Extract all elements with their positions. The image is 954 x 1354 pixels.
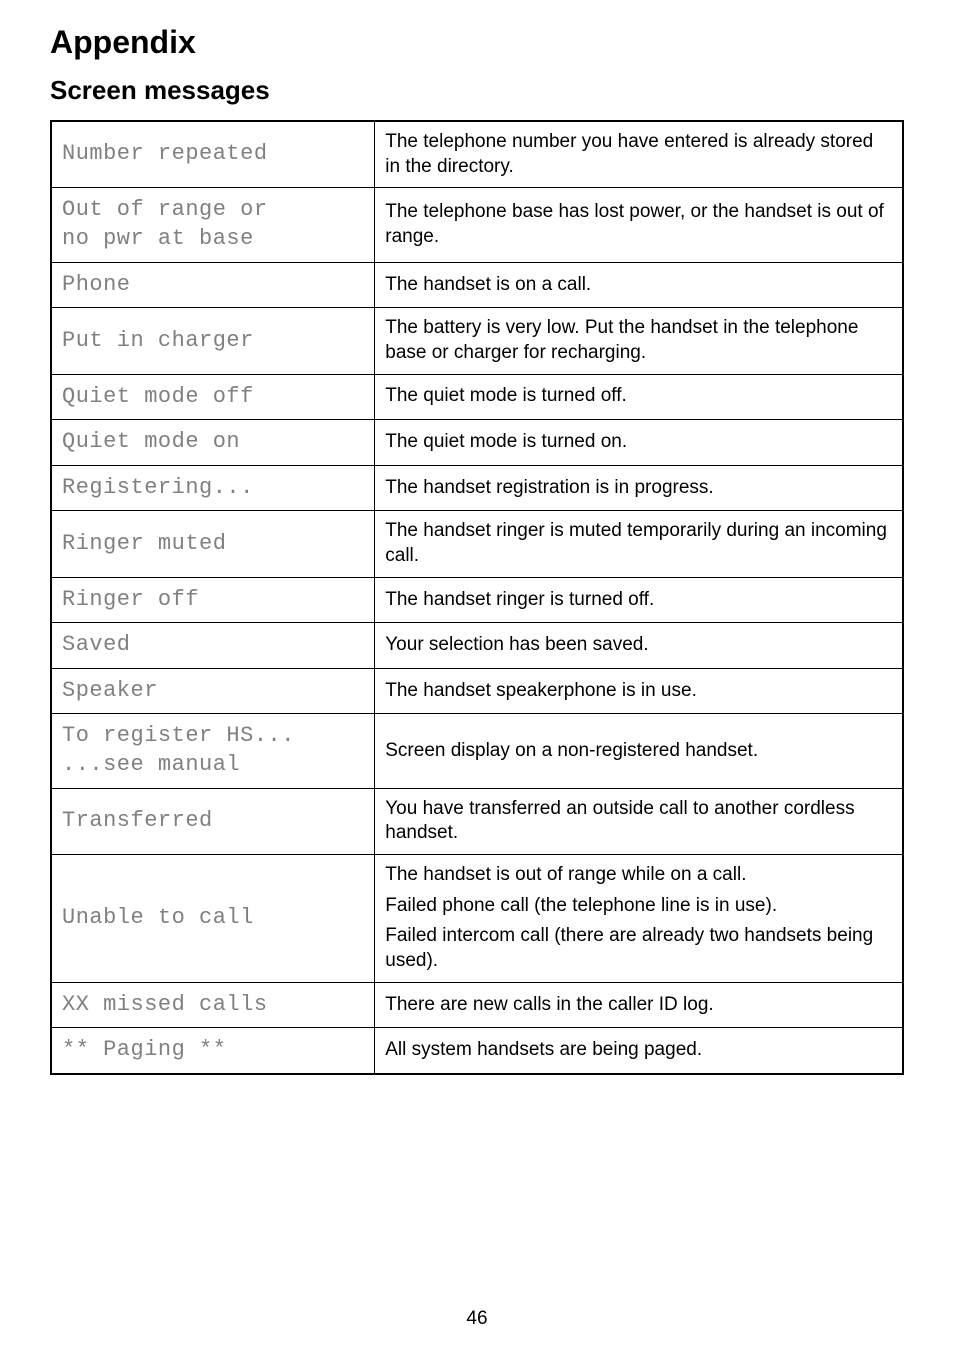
messages-table: Number repeatedThe telephone number you … xyxy=(50,120,904,1075)
page-subtitle: Screen messages xyxy=(50,75,904,106)
message-description: The telephone base has lost power, or th… xyxy=(375,188,903,262)
messages-tbody: Number repeatedThe telephone number you … xyxy=(51,121,903,1074)
message-description: There are new calls in the caller ID log… xyxy=(375,982,903,1028)
screen-message: Out of range or no pwr at base xyxy=(51,188,375,262)
table-row: TransferredYou have transferred an outsi… xyxy=(51,788,903,854)
screen-message: Put in charger xyxy=(51,308,375,374)
page-number: 46 xyxy=(0,1308,954,1330)
screen-message: XX missed calls xyxy=(51,982,375,1028)
message-description: The telephone number you have entered is… xyxy=(375,121,903,188)
message-description: The handset speakerphone is in use. xyxy=(375,668,903,714)
message-description: The handset ringer is turned off. xyxy=(375,577,903,623)
message-description: Your selection has been saved. xyxy=(375,623,903,669)
table-row: Ringer mutedThe handset ringer is muted … xyxy=(51,511,903,577)
table-row: Put in chargerThe battery is very low. P… xyxy=(51,308,903,374)
screen-message: Registering... xyxy=(51,465,375,511)
message-description: The handset registration is in progress. xyxy=(375,465,903,511)
screen-message: Quiet mode on xyxy=(51,420,375,466)
screen-message: Transferred xyxy=(51,788,375,854)
table-row: XX missed callsThere are new calls in th… xyxy=(51,982,903,1028)
screen-message: ** Paging ** xyxy=(51,1028,375,1074)
message-description: The handset is out of range while on a c… xyxy=(375,855,903,983)
screen-message: Quiet mode off xyxy=(51,374,375,420)
screen-message: Speaker xyxy=(51,668,375,714)
table-row: PhoneThe handset is on a call. xyxy=(51,262,903,308)
table-row: Out of range or no pwr at baseThe teleph… xyxy=(51,188,903,262)
message-description: The handset is on a call. xyxy=(375,262,903,308)
page: Appendix Screen messages Number repeated… xyxy=(0,0,954,1354)
table-row: Quiet mode offThe quiet mode is turned o… xyxy=(51,374,903,420)
table-row: Number repeatedThe telephone number you … xyxy=(51,121,903,188)
table-row: Registering...The handset registration i… xyxy=(51,465,903,511)
table-row: SavedYour selection has been saved. xyxy=(51,623,903,669)
page-title: Appendix xyxy=(50,24,904,61)
table-row: Ringer offThe handset ringer is turned o… xyxy=(51,577,903,623)
message-description: The handset ringer is muted temporarily … xyxy=(375,511,903,577)
screen-message: Number repeated xyxy=(51,121,375,188)
message-description: The quiet mode is turned on. xyxy=(375,420,903,466)
message-description: All system handsets are being paged. xyxy=(375,1028,903,1074)
screen-message: To register HS... ...see manual xyxy=(51,714,375,788)
table-row: Quiet mode onThe quiet mode is turned on… xyxy=(51,420,903,466)
message-description: The battery is very low. Put the handset… xyxy=(375,308,903,374)
screen-message: Ringer muted xyxy=(51,511,375,577)
screen-message: Phone xyxy=(51,262,375,308)
screen-message: Unable to call xyxy=(51,855,375,983)
message-description: Screen display on a non-registered hands… xyxy=(375,714,903,788)
table-row: SpeakerThe handset speakerphone is in us… xyxy=(51,668,903,714)
table-row: ** Paging **All system handsets are bein… xyxy=(51,1028,903,1074)
message-description: The quiet mode is turned off. xyxy=(375,374,903,420)
screen-message: Ringer off xyxy=(51,577,375,623)
screen-message: Saved xyxy=(51,623,375,669)
table-row: To register HS... ...see manualScreen di… xyxy=(51,714,903,788)
table-row: Unable to callThe handset is out of rang… xyxy=(51,855,903,983)
message-description: You have transferred an outside call to … xyxy=(375,788,903,854)
